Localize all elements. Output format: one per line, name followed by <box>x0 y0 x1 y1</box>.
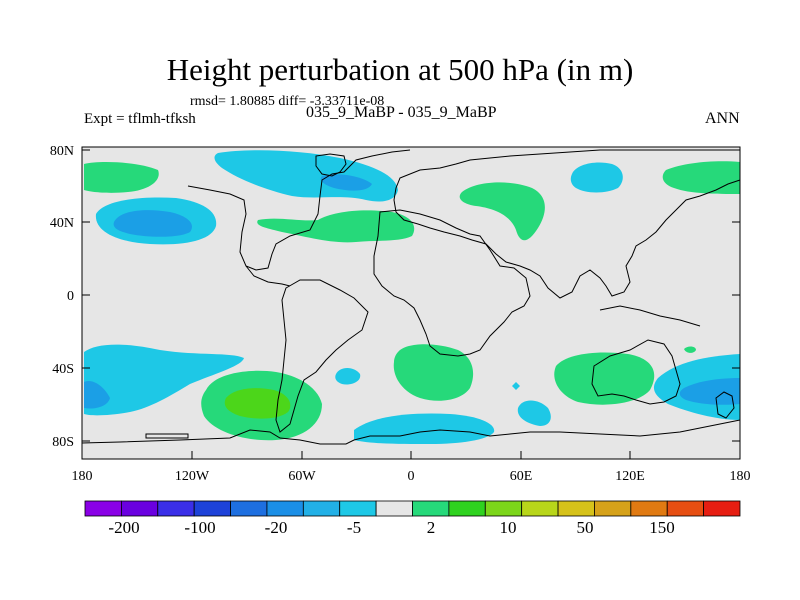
coastline-maritime-continent <box>599 305 701 327</box>
negative-core-south-pacific <box>84 380 110 409</box>
negative-region-south-pacific <box>84 344 244 416</box>
lat-label-40s: 40S <box>52 362 74 377</box>
coastline-australia <box>591 339 681 405</box>
colorbar-box <box>521 500 559 517</box>
colorbar-box <box>484 500 523 517</box>
lat-label-40n: 40N <box>50 216 74 231</box>
lat-label-80n: 80N <box>50 144 74 159</box>
case-label: 035_9_MaBP - 035_9_MaBP <box>306 104 497 121</box>
negative-region-siberia <box>570 162 623 193</box>
positive-dot-pacific <box>684 346 696 353</box>
coastline-antarctic-shelf <box>145 433 189 439</box>
positive-core-south-america <box>224 388 291 419</box>
negative-blob-indian-ocean <box>517 400 551 426</box>
negative-core-australia-south <box>679 378 740 405</box>
colorbar-label-neg100: -100 <box>184 518 215 537</box>
colorbar-box <box>339 500 377 517</box>
positive-contours <box>84 161 740 441</box>
map-panel <box>81 146 741 460</box>
lat-label-0: 0 <box>67 289 74 304</box>
plot-title: Height perturbation at 500 hPa (in m) <box>166 52 634 87</box>
coastline-greenland <box>315 153 347 177</box>
colorbar-box <box>375 500 413 517</box>
positive-region-pacific-northeast <box>662 161 740 194</box>
colorbar-box <box>412 500 450 517</box>
lon-label-120w: 120W <box>175 469 210 484</box>
map-background <box>82 147 740 459</box>
positive-region-asia <box>459 182 545 241</box>
colorbar-label-neg200: -200 <box>108 518 139 537</box>
colorbar-box <box>557 500 595 517</box>
lat-tick-labels: 80N 40N 0 40S 80S <box>50 144 74 450</box>
colorbar-box <box>193 500 231 517</box>
negative-contours <box>84 150 740 444</box>
colorbar-box <box>157 500 195 517</box>
colorbar-box <box>230 500 268 517</box>
colorbar-labels: -200 -100 -20 -5 2 10 50 150 <box>108 518 674 537</box>
positive-region-south-africa <box>393 344 474 401</box>
lon-label-180e: 180 <box>730 469 751 484</box>
lon-label-120e: 120E <box>615 469 645 484</box>
experiment-label: Expt = tflmh-tfksh <box>84 111 196 127</box>
lon-label-0: 0 <box>408 469 415 484</box>
colorbar-label-2: 2 <box>427 518 436 537</box>
colorbar-box <box>84 500 122 517</box>
lon-tick-labels: 180 120W 60W 0 60E 120E 180 <box>72 469 751 484</box>
positive-region-indian-ocean <box>554 352 655 405</box>
coastline-south-america <box>275 279 369 433</box>
coastline-north-america <box>187 149 411 271</box>
colorbar-label-10: 10 <box>500 518 517 537</box>
coastline-central-america <box>245 265 291 287</box>
lon-ticks <box>81 451 741 459</box>
lon-label-60e: 60E <box>510 469 533 484</box>
colorbar-box <box>302 500 341 517</box>
lon-label-60w: 60W <box>288 469 316 484</box>
coastlines <box>81 149 741 445</box>
colorbar-box <box>630 500 668 517</box>
coastline-antarctica <box>81 419 741 445</box>
coastline-africa <box>373 209 531 357</box>
coastline-eurasia <box>393 149 741 299</box>
lat-label-80s: 80S <box>52 435 74 450</box>
negative-core-north-atlantic <box>320 174 372 191</box>
season-label: ANN <box>705 110 740 127</box>
lat-ticks <box>82 149 740 442</box>
colorbar-label-150: 150 <box>649 518 675 537</box>
colorbar-box <box>448 500 486 517</box>
lon-label-180w: 180 <box>72 469 93 484</box>
colorbar-label-neg20: -20 <box>265 518 288 537</box>
colorbar-label-neg5: -5 <box>347 518 361 537</box>
colorbar-box <box>666 500 705 517</box>
coastline-new-zealand <box>715 391 735 419</box>
colorbar-box <box>120 500 159 517</box>
colorbar-label-50: 50 <box>577 518 594 537</box>
colorbar-box <box>266 500 304 517</box>
negative-dot-indian-ocean <box>512 382 520 390</box>
negative-core-north-pacific <box>113 210 192 237</box>
stats-label: rmsd= 1.80885 diff= -3.33711e-08 <box>190 94 385 109</box>
negative-blob-south-atlantic <box>335 368 361 385</box>
colorbar-box <box>594 500 632 517</box>
colorbar-box <box>703 500 741 517</box>
colorbar <box>84 500 741 517</box>
positive-region-north-pacific-west <box>84 162 159 193</box>
